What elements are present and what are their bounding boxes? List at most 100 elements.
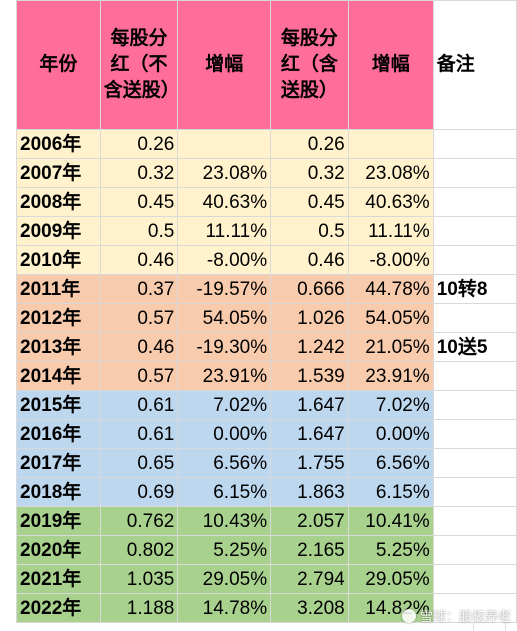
cell-increase-2[interactable]: 11.11% xyxy=(347,216,434,246)
cell-year[interactable]: 2022年 xyxy=(16,593,101,623)
cell-increase-1[interactable]: 10.43% xyxy=(177,506,272,536)
cell-increase-2[interactable]: 0.00% xyxy=(347,419,434,449)
cell-dividend-excl-bonus[interactable]: 1.188 xyxy=(99,593,179,623)
cell-dividend-incl-bonus[interactable]: 1.539 xyxy=(270,361,349,391)
cell-increase-1[interactable]: 6.56% xyxy=(177,448,272,478)
cell-dividend-excl-bonus[interactable]: 1.035 xyxy=(99,564,179,594)
cell-dividend-excl-bonus[interactable]: 0.61 xyxy=(99,390,179,420)
cell-increase-2[interactable]: -8.00% xyxy=(347,245,434,275)
header-dividend-excl-bonus[interactable]: 每股分红（不含送股） xyxy=(99,0,179,130)
cell-dividend-excl-bonus[interactable]: 0.65 xyxy=(99,448,179,478)
cell-note[interactable] xyxy=(432,448,517,478)
cell-dividend-incl-bonus[interactable]: 0.45 xyxy=(270,187,349,217)
cell-dividend-incl-bonus[interactable]: 0.46 xyxy=(270,245,349,275)
cell-year[interactable]: 2012年 xyxy=(16,303,101,333)
cell-increase-1[interactable]: 0.00% xyxy=(177,419,272,449)
cell-increase-2[interactable]: 6.15% xyxy=(347,477,434,507)
header-increase-2[interactable]: 增幅 xyxy=(347,0,434,130)
cell-year[interactable]: 2019年 xyxy=(16,506,101,536)
cell-year[interactable]: 2017年 xyxy=(16,448,101,478)
cell-increase-1[interactable]: 7.02% xyxy=(177,390,272,420)
cell-year[interactable]: 2009年 xyxy=(16,216,101,246)
cell-dividend-excl-bonus[interactable]: 0.46 xyxy=(99,245,179,275)
cell-year[interactable]: 2015年 xyxy=(16,390,101,420)
cell-year[interactable]: 2014年 xyxy=(16,361,101,391)
cell-dividend-incl-bonus[interactable]: 0.26 xyxy=(270,129,349,159)
cell-note[interactable] xyxy=(432,564,517,594)
cell-dividend-incl-bonus[interactable]: 1.647 xyxy=(270,390,349,420)
cell-dividend-incl-bonus[interactable]: 2.165 xyxy=(270,535,349,565)
cell-increase-1[interactable]: -19.30% xyxy=(177,332,272,362)
cell-increase-1[interactable]: -8.00% xyxy=(177,245,272,275)
cell-increase-2[interactable]: 5.25% xyxy=(347,535,434,565)
cell-dividend-excl-bonus[interactable]: 0.26 xyxy=(99,129,179,159)
cell-increase-1[interactable]: 23.91% xyxy=(177,361,272,391)
cell-increase-1[interactable]: 23.08% xyxy=(177,158,272,188)
cell-note[interactable] xyxy=(432,477,517,507)
cell-dividend-incl-bonus[interactable]: 1.647 xyxy=(270,419,349,449)
cell-increase-1[interactable]: 11.11% xyxy=(177,216,272,246)
cell-increase-1[interactable]: 54.05% xyxy=(177,303,272,333)
cell-increase-2[interactable] xyxy=(347,129,434,159)
cell-increase-1[interactable]: 40.63% xyxy=(177,187,272,217)
cell-increase-1[interactable]: 29.05% xyxy=(177,564,272,594)
cell-dividend-excl-bonus[interactable]: 0.57 xyxy=(99,303,179,333)
cell-dividend-incl-bonus[interactable]: 0.666 xyxy=(270,274,349,304)
cell-increase-2[interactable]: 21.05% xyxy=(347,332,434,362)
cell-dividend-excl-bonus[interactable]: 0.61 xyxy=(99,419,179,449)
cell-note[interactable] xyxy=(432,216,517,246)
cell-increase-2[interactable]: 29.05% xyxy=(347,564,434,594)
cell-note[interactable] xyxy=(432,129,517,159)
cell-dividend-incl-bonus[interactable]: 1.755 xyxy=(270,448,349,478)
cell-increase-2[interactable]: 7.02% xyxy=(347,390,434,420)
cell-note[interactable] xyxy=(432,390,517,420)
cell-note[interactable] xyxy=(432,506,517,536)
cell-year[interactable]: 2021年 xyxy=(16,564,101,594)
cell-dividend-incl-bonus[interactable]: 1.026 xyxy=(270,303,349,333)
cell-dividend-excl-bonus[interactable]: 0.46 xyxy=(99,332,179,362)
cell-note[interactable]: 10转8 xyxy=(432,274,517,304)
cell-increase-2[interactable]: 10.41% xyxy=(347,506,434,536)
cell-dividend-incl-bonus[interactable]: 0.5 xyxy=(270,216,349,246)
cell-note[interactable] xyxy=(432,245,517,275)
cell-year[interactable]: 2008年 xyxy=(16,187,101,217)
cell-year[interactable]: 2010年 xyxy=(16,245,101,275)
cell-dividend-incl-bonus[interactable]: 1.863 xyxy=(270,477,349,507)
cell-dividend-excl-bonus[interactable]: 0.32 xyxy=(99,158,179,188)
cell-increase-2[interactable]: 23.91% xyxy=(347,361,434,391)
cell-note[interactable] xyxy=(432,158,517,188)
cell-dividend-excl-bonus[interactable]: 0.802 xyxy=(99,535,179,565)
cell-note[interactable] xyxy=(432,187,517,217)
cell-increase-1[interactable]: -19.57% xyxy=(177,274,272,304)
cell-increase-2[interactable]: 14.82% xyxy=(347,593,434,623)
cell-dividend-excl-bonus[interactable]: 0.37 xyxy=(99,274,179,304)
cell-increase-1[interactable]: 6.15% xyxy=(177,477,272,507)
cell-year[interactable]: 2013年 xyxy=(16,332,101,362)
cell-dividend-incl-bonus[interactable]: 3.208 xyxy=(270,593,349,623)
cell-dividend-excl-bonus[interactable]: 0.762 xyxy=(99,506,179,536)
header-dividend-incl-bonus[interactable]: 每股分红（含送股） xyxy=(270,0,349,130)
cell-dividend-incl-bonus[interactable]: 2.057 xyxy=(270,506,349,536)
cell-dividend-excl-bonus[interactable]: 0.57 xyxy=(99,361,179,391)
cell-year[interactable]: 2007年 xyxy=(16,158,101,188)
cell-increase-1[interactable]: 14.78% xyxy=(177,593,272,623)
cell-dividend-excl-bonus[interactable]: 0.45 xyxy=(99,187,179,217)
cell-year[interactable]: 2016年 xyxy=(16,419,101,449)
cell-note[interactable] xyxy=(432,303,517,333)
cell-increase-1[interactable]: 5.25% xyxy=(177,535,272,565)
cell-dividend-excl-bonus[interactable]: 0.5 xyxy=(99,216,179,246)
header-increase-1[interactable]: 增幅 xyxy=(177,0,272,130)
cell-dividend-incl-bonus[interactable]: 1.242 xyxy=(270,332,349,362)
cell-increase-2[interactable]: 44.78% xyxy=(347,274,434,304)
cell-increase-2[interactable]: 6.56% xyxy=(347,448,434,478)
cell-increase-2[interactable]: 40.63% xyxy=(347,187,434,217)
cell-note[interactable] xyxy=(432,419,517,449)
cell-year[interactable]: 2018年 xyxy=(16,477,101,507)
header-note[interactable]: 备注 xyxy=(432,0,517,130)
cell-year[interactable]: 2011年 xyxy=(16,274,101,304)
cell-dividend-incl-bonus[interactable]: 0.32 xyxy=(270,158,349,188)
header-year[interactable]: 年份 xyxy=(16,0,101,130)
cell-note[interactable] xyxy=(432,361,517,391)
cell-increase-2[interactable]: 54.05% xyxy=(347,303,434,333)
cell-dividend-incl-bonus[interactable]: 2.794 xyxy=(270,564,349,594)
